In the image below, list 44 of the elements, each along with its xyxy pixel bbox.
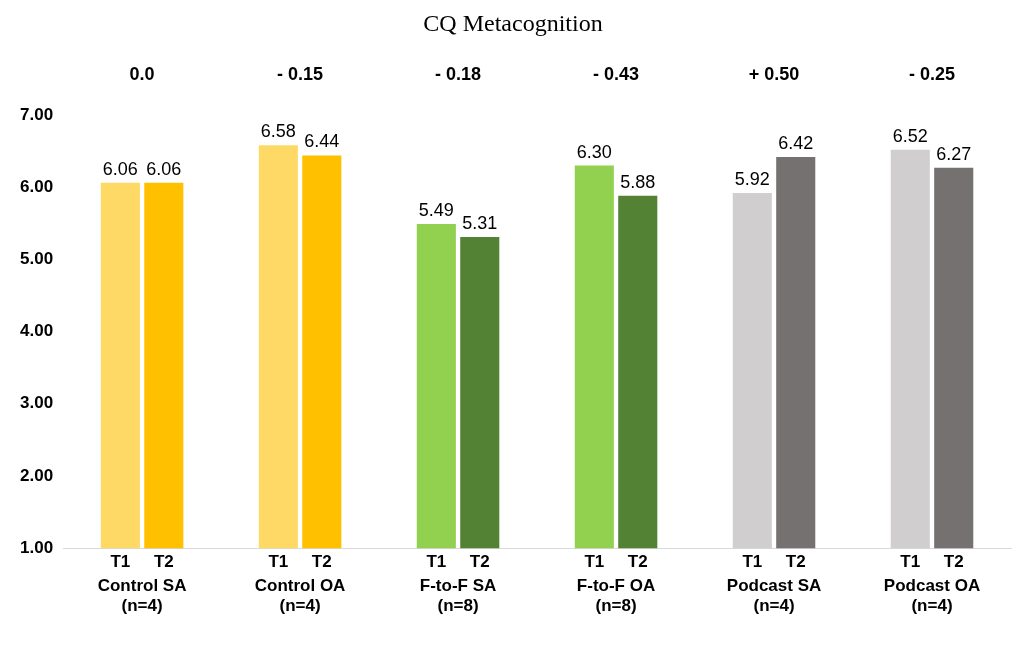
data-label: 6.44: [304, 131, 340, 152]
text: T2: [311, 552, 332, 572]
text: - 0.43: [593, 63, 640, 84]
data-label: 6.06: [146, 158, 182, 179]
text: - 0.25: [908, 63, 956, 84]
y-tick-label: 7.00: [19, 104, 54, 124]
text: 0.0: [129, 63, 155, 84]
text: T2: [627, 552, 648, 572]
data-label: 5.88: [620, 171, 656, 192]
x-tick-label: F-to-F SA (n=8): [419, 576, 497, 616]
data-label: 5.49: [418, 199, 454, 220]
data-label: 6.06: [102, 158, 138, 179]
y-tick-label: 5.00: [19, 249, 54, 269]
x-tick-label: Control SA (n=4): [97, 576, 187, 616]
text: T1: [742, 552, 763, 572]
text: - 0.18: [435, 63, 482, 84]
text: T1: [900, 552, 921, 572]
data-label: 5.31: [462, 212, 498, 233]
data-label: 6.30: [576, 141, 612, 162]
data-label: 6.42: [778, 132, 814, 153]
x-tick-label: Podcast SA (n=4): [726, 576, 822, 616]
x-tick-label: F-to-F OA (n=8): [576, 576, 656, 616]
text: T2: [785, 552, 806, 572]
data-label: 6.58: [260, 121, 296, 142]
y-tick-label: 1.00: [19, 537, 54, 557]
series-label: T1: [110, 552, 131, 572]
data-label: 6.27: [936, 143, 972, 164]
data-label: 5.92: [734, 168, 770, 189]
text: T2: [153, 552, 174, 572]
text: T1: [426, 552, 447, 572]
x-tick-label: Control OA (n=4): [254, 576, 346, 616]
text: T1: [268, 552, 289, 572]
text: + 0.50: [748, 63, 800, 84]
text: T2: [943, 552, 964, 572]
x-tick-label: Podcast OA (n=4): [883, 576, 981, 616]
y-tick-label: 6.00: [19, 176, 54, 196]
y-tick-label: 4.00: [19, 321, 54, 341]
y-tick-label: 2.00: [19, 465, 54, 485]
series-label: T2: [469, 552, 490, 572]
data-label: 6.52: [892, 125, 928, 146]
text: T1: [584, 552, 605, 572]
y-tick-label: 3.00: [19, 393, 54, 413]
text: - 0.15: [277, 63, 324, 84]
chart-title: CQ Metacognition: [422, 10, 604, 38]
